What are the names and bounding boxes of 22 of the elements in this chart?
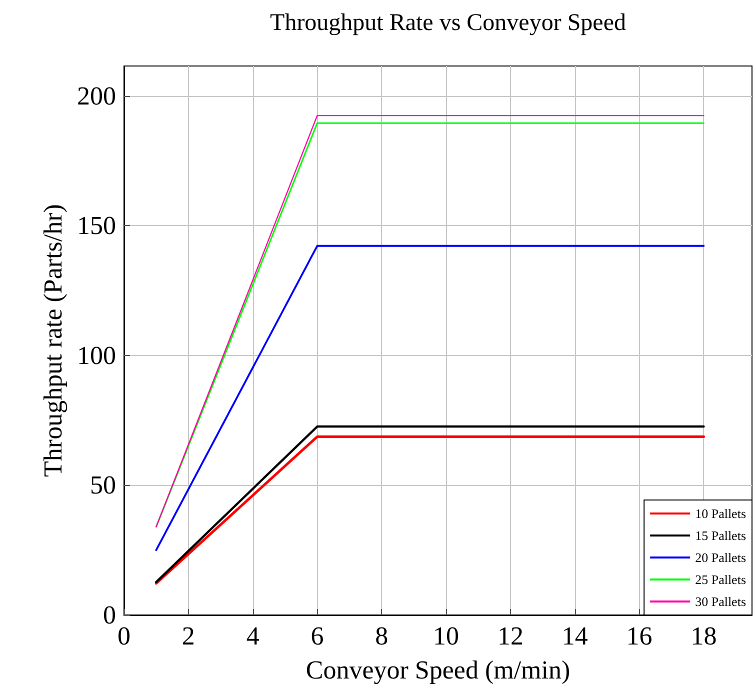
x-tick-label: 12	[497, 622, 524, 650]
legend-label: 10 Pallets	[695, 506, 746, 521]
x-tick-label: 16	[626, 622, 652, 650]
x-tick-label: 4	[246, 622, 260, 650]
legend-label: 25 Pallets	[695, 572, 746, 587]
y-tick-label: 150	[77, 211, 116, 240]
legend-label: 30 Pallets	[695, 594, 746, 609]
chart-title: Throughput Rate vs Conveyor Speed	[270, 10, 626, 36]
x-tick-label: 10	[433, 622, 460, 650]
y-axis-title: Throughput rate (Parts/hr)	[38, 204, 68, 477]
x-tick-label: 6	[310, 622, 324, 650]
y-tick-label: 200	[77, 81, 116, 110]
x-tick-label: 8	[375, 622, 388, 650]
legend-label: 20 Pallets	[695, 550, 746, 565]
x-tick-label: 18	[690, 622, 717, 650]
y-tick-label: 50	[90, 470, 116, 500]
x-axis-title: Conveyor Speed (m/min)	[306, 656, 570, 684]
y-tick-label: 0	[103, 600, 116, 630]
legend-label: 15 Pallets	[695, 528, 746, 543]
x-tick-label: 14	[562, 622, 588, 650]
y-tick-label: 100	[77, 340, 116, 370]
x-tick-label: 2	[182, 622, 195, 650]
